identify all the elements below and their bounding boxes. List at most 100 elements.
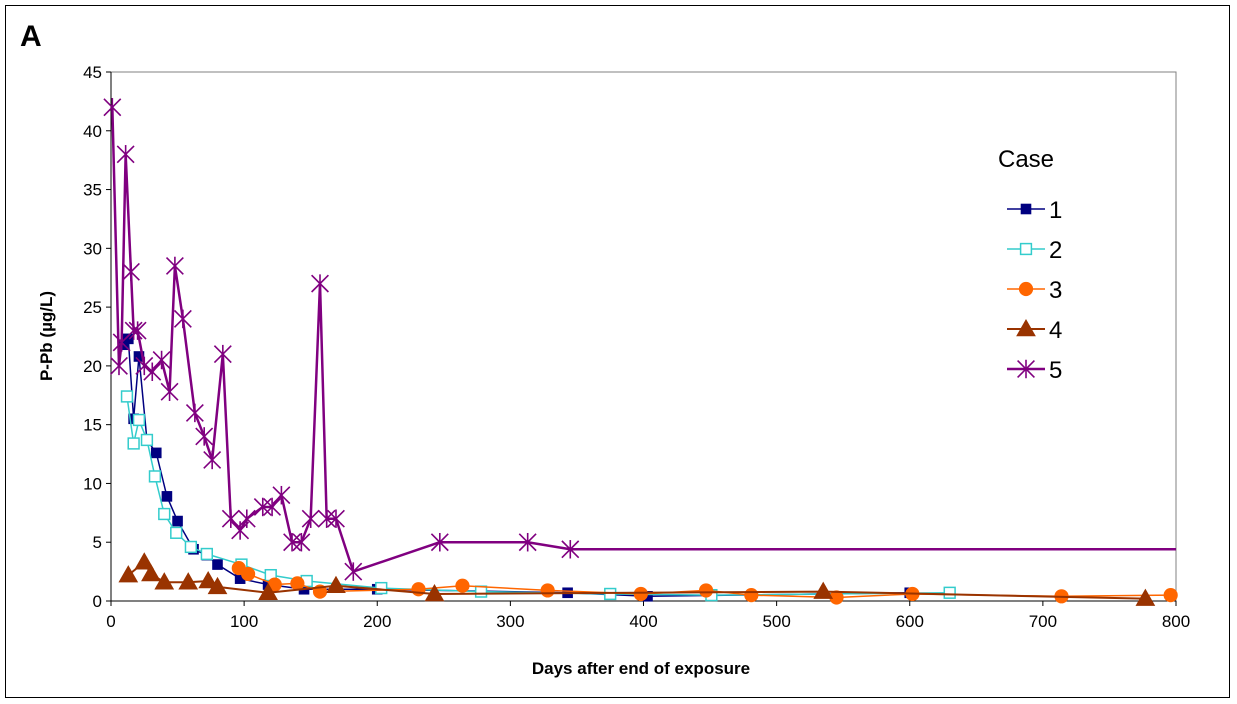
data-point (241, 566, 256, 582)
data-point (152, 350, 171, 370)
data-point (290, 576, 305, 591)
y-axis-title: P-Pb (µg/L) (37, 291, 56, 381)
data-point (518, 532, 537, 552)
x-tick-label: 200 (363, 612, 391, 631)
data-point (143, 362, 162, 382)
data-point (253, 497, 272, 517)
data-point (455, 578, 470, 593)
data-point (124, 321, 143, 340)
data-point (344, 562, 363, 581)
data-point (140, 433, 154, 447)
data-point (178, 572, 199, 590)
data-point (127, 437, 140, 450)
y-tick-label: 5 (93, 533, 102, 552)
data-point (120, 390, 134, 403)
series-layer (103, 98, 1178, 606)
series-5 (103, 98, 1176, 581)
x-tick-label: 700 (1029, 612, 1057, 631)
data-point (160, 382, 179, 401)
y-axis: 0 5 10 15 20 25 30 35 40 45 (83, 63, 112, 611)
legend-swatch-marker (1019, 242, 1033, 256)
data-point (203, 450, 222, 470)
y-tick-label: 35 (83, 181, 102, 200)
data-point (148, 470, 162, 483)
x-tick-label: 300 (496, 612, 524, 631)
data-point (263, 497, 282, 517)
y-tick-label: 15 (83, 416, 102, 435)
chart-frame: A 0 5 10 15 20 25 30 35 40 45 0 100 200 300 400 500 600… (5, 5, 1230, 698)
x-tick-label: 0 (106, 612, 115, 631)
data-point (116, 145, 135, 164)
legend-label: 3 (1049, 277, 1062, 304)
data-point (698, 583, 714, 598)
legend-item-4: 4 (1007, 317, 1062, 344)
data-point (474, 585, 488, 598)
y-tick-label: 0 (93, 592, 102, 611)
legend-item-1: 1 (1007, 197, 1062, 224)
data-point (540, 583, 555, 598)
legend-swatch-marker (1016, 318, 1036, 337)
legend-item-2: 2 (1007, 237, 1062, 264)
data-point (311, 274, 329, 293)
y-tick-label: 45 (83, 63, 102, 82)
data-point (633, 586, 648, 602)
data-point (158, 507, 171, 521)
data-point (134, 552, 155, 570)
data-point (327, 509, 345, 528)
legend-title: Case (998, 146, 1054, 173)
data-point (272, 485, 291, 505)
legend-label: 1 (1049, 197, 1062, 224)
legend-swatch-marker (1020, 203, 1032, 215)
y-tick-label: 10 (83, 474, 102, 493)
data-point (221, 509, 240, 528)
data-point (170, 526, 183, 539)
data-point (326, 575, 346, 593)
data-point (258, 582, 278, 601)
x-tick-label: 500 (762, 612, 790, 631)
panel-letter: A (20, 20, 42, 53)
data-point (301, 509, 320, 528)
data-point (213, 344, 232, 364)
series-line (111, 107, 1176, 573)
legend-label: 4 (1049, 317, 1062, 344)
data-point (744, 588, 759, 603)
data-point (212, 559, 223, 570)
y-tick-label: 40 (83, 122, 102, 141)
data-point (185, 403, 204, 423)
legend: Case 1 2 3 4 5 (998, 146, 1062, 384)
data-point (118, 565, 139, 583)
legend-label: 2 (1049, 237, 1062, 264)
data-point (317, 509, 336, 528)
legend-item-3: 3 (1007, 277, 1062, 304)
data-point (110, 356, 128, 376)
y-tick-label: 20 (83, 357, 102, 376)
legend-swatch-marker (1018, 281, 1034, 297)
data-point (943, 586, 956, 599)
data-point (207, 576, 228, 595)
x-tick-label: 800 (1162, 612, 1190, 631)
data-point (122, 262, 140, 282)
data-point (141, 563, 161, 582)
legend-label: 5 (1049, 357, 1062, 384)
data-point (200, 547, 213, 561)
plot-area (110, 71, 1177, 602)
data-point (135, 356, 154, 376)
data-point (184, 540, 198, 554)
data-point (813, 581, 834, 599)
x-axis-title: Days after end of exposure (532, 659, 750, 678)
y-tick-label: 25 (83, 298, 102, 317)
x-tick-label: 100 (230, 612, 258, 631)
data-point (424, 583, 445, 602)
x-axis: 0 100 200 300 400 500 600 700 800 (106, 600, 1190, 631)
data-point (430, 532, 449, 552)
data-point (161, 491, 173, 502)
data-point (195, 427, 214, 446)
data-point (604, 587, 617, 601)
legend-item-5: 5 (1007, 357, 1062, 384)
data-point (150, 447, 162, 459)
data-point (292, 532, 311, 552)
data-point (283, 532, 302, 552)
data-point (561, 540, 580, 559)
data-point (103, 98, 122, 117)
